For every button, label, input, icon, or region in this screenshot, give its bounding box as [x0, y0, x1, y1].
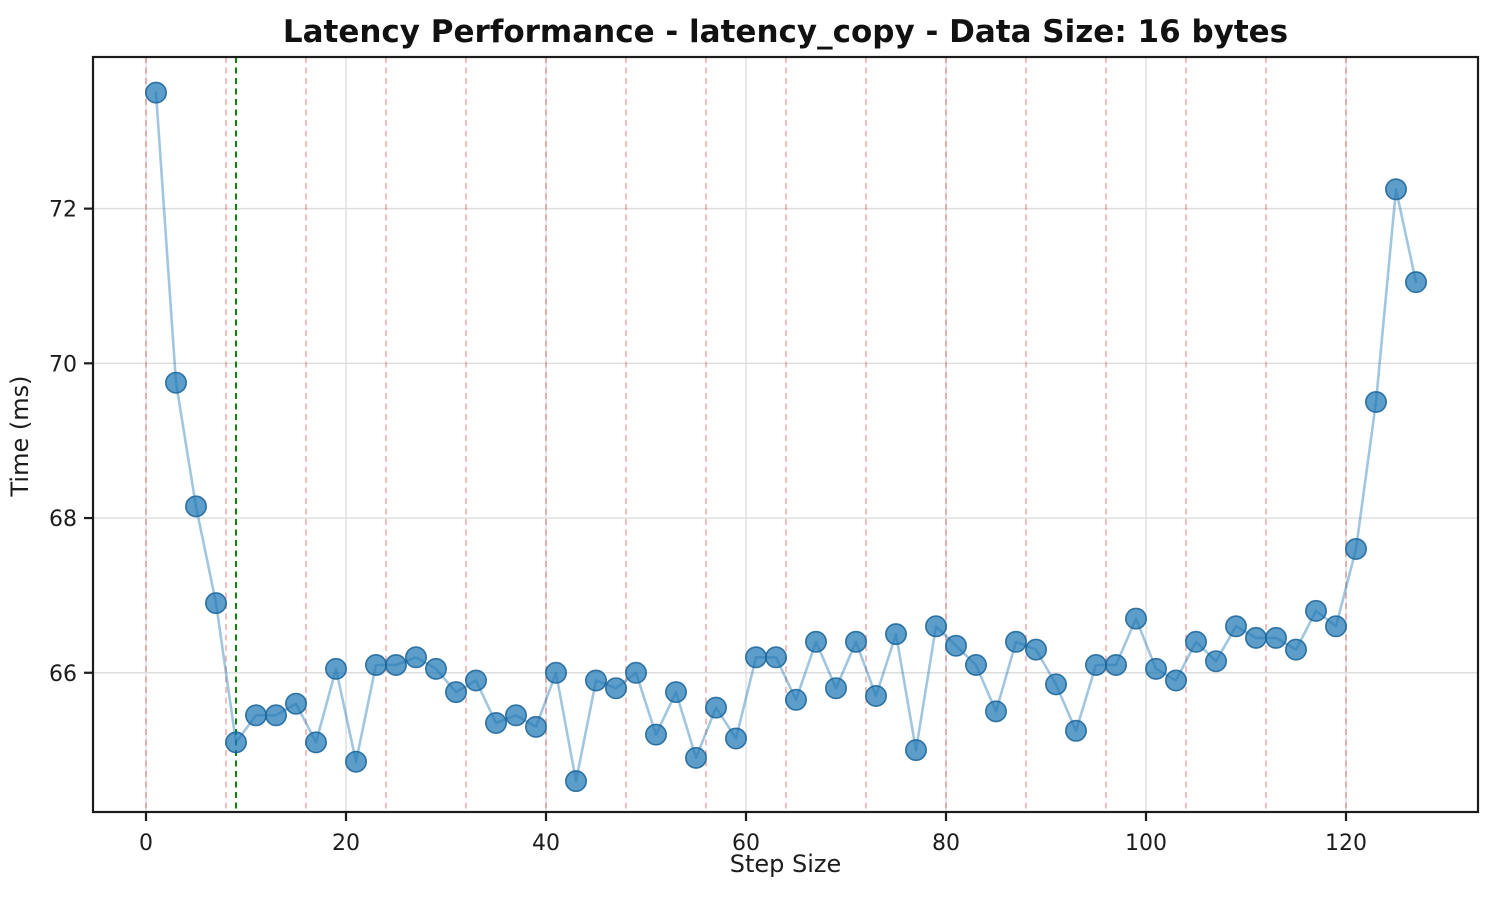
data-point: [1045, 673, 1068, 696]
data-point: [564, 770, 587, 793]
data-point: [1185, 630, 1208, 653]
y-tick-label: 70: [49, 352, 77, 377]
data-point: [1225, 615, 1248, 638]
data-point: [804, 630, 827, 653]
data-point: [1245, 626, 1268, 649]
data-point: [1285, 638, 1308, 661]
data-point: [364, 653, 387, 676]
data-point: [824, 677, 847, 700]
data-point: [185, 495, 208, 518]
data-point: [724, 727, 747, 750]
data-point: [624, 661, 647, 684]
x-tick-label: 100: [1125, 831, 1167, 856]
x-tick-label: 0: [139, 831, 153, 856]
data-point: [1004, 630, 1027, 653]
x-tick-label: 20: [332, 831, 360, 856]
data-point: [1065, 719, 1088, 742]
data-point: [245, 704, 268, 727]
data-point: [684, 746, 707, 769]
data-point: [864, 684, 887, 707]
data-point: [1105, 653, 1128, 676]
x-tick-label: 120: [1325, 831, 1367, 856]
data-point: [1325, 615, 1348, 638]
data-point: [744, 646, 767, 669]
data-point: [404, 646, 427, 669]
data-point: [884, 623, 907, 646]
data-point: [1305, 599, 1328, 622]
data-point: [904, 739, 927, 762]
plot-border: [91, 55, 1480, 814]
data-point: [944, 634, 967, 657]
y-tick-label: 68: [49, 507, 77, 532]
data-point: [145, 81, 168, 104]
data-point: [584, 669, 607, 692]
data-point: [1385, 178, 1408, 201]
data-point: [1145, 657, 1168, 680]
data-point: [225, 731, 248, 754]
data-point: [1265, 626, 1288, 649]
data-point: [984, 700, 1007, 723]
data-point: [1205, 650, 1228, 673]
data-point: [644, 723, 667, 746]
data-point: [1085, 653, 1108, 676]
data-point: [324, 657, 347, 680]
data-point: [384, 653, 407, 676]
data-point: [1025, 638, 1048, 661]
data-point: [544, 661, 567, 684]
data-point: [1125, 607, 1148, 630]
data-point: [504, 704, 527, 727]
data-point: [1405, 271, 1428, 294]
x-tick-label: 80: [932, 831, 960, 856]
data-point: [264, 704, 287, 727]
data-point: [964, 653, 987, 676]
data-point: [1165, 669, 1188, 692]
data-point: [764, 646, 787, 669]
data-point: [165, 371, 188, 394]
data-point: [205, 592, 228, 615]
x-tick-label: 40: [532, 831, 560, 856]
data-line: [154, 91, 1418, 783]
data-point: [664, 681, 687, 704]
data-point: [484, 711, 507, 734]
data-point: [464, 669, 487, 692]
data-point: [424, 657, 447, 680]
data-point: [924, 615, 947, 638]
y-tick-label: 72: [49, 198, 77, 223]
x-axis-label: Step Size: [729, 850, 842, 878]
data-point: [604, 677, 627, 700]
y-tick-label: 66: [49, 662, 77, 687]
data-point: [304, 731, 327, 754]
x-tick-label: 60: [732, 831, 760, 856]
data-point: [284, 692, 307, 715]
data-point: [1345, 537, 1368, 560]
data-point: [784, 688, 807, 711]
data-point: [344, 750, 367, 773]
data-point: [444, 681, 467, 704]
data-point: [1365, 390, 1388, 413]
data-point: [704, 696, 727, 719]
data-point: [524, 715, 547, 738]
chart-title: Latency Performance - latency_copy - Dat…: [282, 14, 1289, 50]
data-point: [844, 630, 867, 653]
